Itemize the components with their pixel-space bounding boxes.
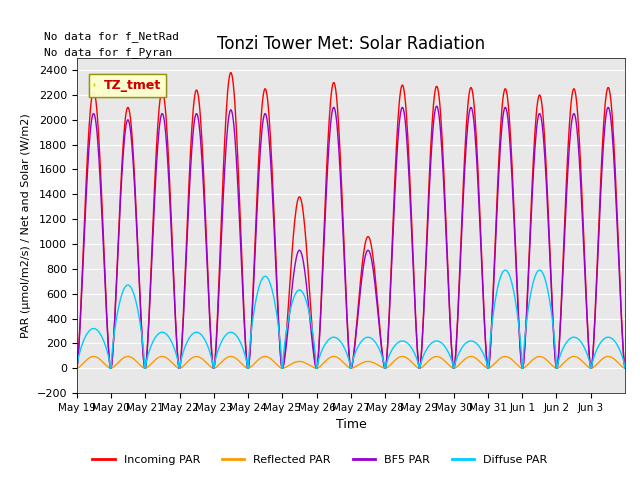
Text: No data for f_NetRad: No data for f_NetRad bbox=[44, 31, 179, 42]
Title: Tonzi Tower Met: Solar Radiation: Tonzi Tower Met: Solar Radiation bbox=[217, 35, 485, 53]
Legend: TZ_tmet: TZ_tmet bbox=[88, 74, 166, 97]
Y-axis label: PAR (μmol/m2/s) / Net and Solar (W/m2): PAR (μmol/m2/s) / Net and Solar (W/m2) bbox=[21, 113, 31, 338]
Legend: Incoming PAR, Reflected PAR, BF5 PAR, Diffuse PAR: Incoming PAR, Reflected PAR, BF5 PAR, Di… bbox=[88, 451, 552, 469]
X-axis label: Time: Time bbox=[335, 419, 366, 432]
Text: No data for f_Pyran: No data for f_Pyran bbox=[44, 48, 172, 59]
